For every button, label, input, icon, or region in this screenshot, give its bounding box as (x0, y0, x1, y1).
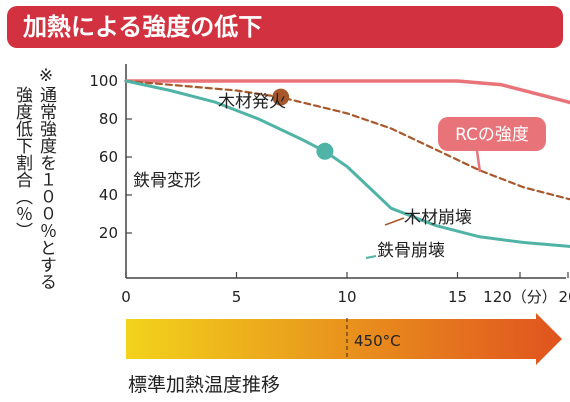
annotation-label: 鉄骨崩壊 (377, 241, 445, 261)
y-tick-label: 20 (99, 224, 118, 242)
y-tick-label: 100 (89, 72, 118, 90)
x-tick-label: 15 (448, 288, 467, 306)
annotation-leader (384, 217, 405, 226)
x-tick-label: 0 (121, 288, 131, 306)
series-marker (316, 142, 334, 160)
ylabel-note: ※通常強度を１００％とする (36, 66, 56, 290)
series-line (124, 79, 570, 248)
y-tick-label: 80 (99, 110, 118, 128)
series-marker (272, 88, 290, 106)
series-line (124, 79, 570, 105)
ylabel-main: 強度低下割合（％） (12, 86, 32, 239)
annotation-label: 鉄骨変形 (133, 171, 201, 191)
y-tick-label: 40 (99, 186, 118, 204)
title-banner: 加熱による強度の低下 (7, 6, 563, 48)
series-line (124, 79, 570, 201)
x-tick-label: 5 (232, 288, 242, 306)
annotation-label: 木材崩壊 (404, 208, 472, 228)
rc-label: RCの強度 (455, 125, 529, 145)
annotation-label: 木材発火 (218, 92, 286, 112)
x-tick-label: 10 (337, 288, 356, 306)
temperature-arrow (126, 313, 562, 365)
x-tick-label: 120（分） (483, 288, 557, 306)
temperature-label: 450°C (354, 332, 401, 350)
x-tick-label: 20 (558, 288, 570, 306)
temperature-scale-label: 標準加熱温度推移 (128, 374, 281, 396)
chart-title: 加熱による強度の低下 (23, 13, 263, 41)
annotation-leader (365, 255, 377, 259)
rc-label-pointer (475, 150, 482, 173)
y-tick-label: 60 (99, 148, 118, 166)
rc-label-badge (438, 117, 546, 151)
